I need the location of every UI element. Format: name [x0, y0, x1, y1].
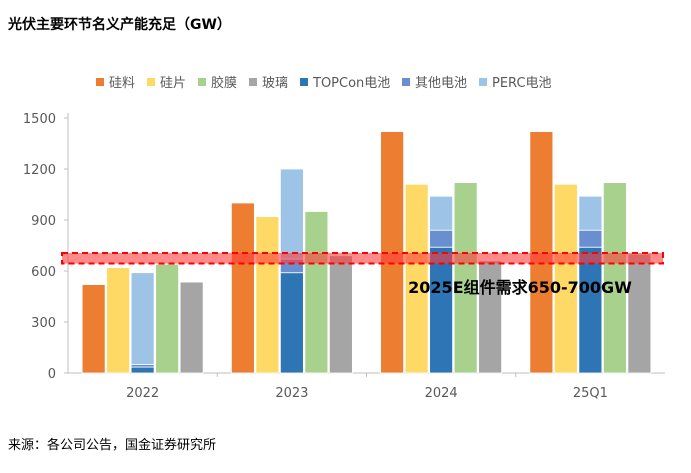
legend-swatch-胶膜: [198, 78, 206, 86]
bar-TOPCon电池-2024: [429, 246, 454, 374]
bar-硅料-2022: [81, 284, 106, 374]
source-note: 来源：各公司公告，国金证券研究所: [8, 438, 217, 453]
bar-TOPCon电池-2022: [130, 366, 155, 374]
y-tick-label: 1200: [23, 163, 56, 178]
legend-label-玻璃: 玻璃: [262, 76, 288, 91]
chart-title: 光伏主要环节名义产能充足（GW）: [8, 17, 231, 33]
y-tick-label: 900: [31, 214, 56, 229]
bar-玻璃-25Q1: [627, 253, 652, 374]
y-tick-label: 1500: [23, 112, 56, 127]
bar-胶膜-2024: [453, 182, 478, 374]
bar-PERC电池-2022: [130, 272, 155, 365]
x-tick-label: 2024: [425, 386, 458, 401]
bar-胶膜-25Q1: [602, 182, 627, 374]
bar-TOPCon电池-25Q1: [578, 246, 603, 374]
y-tick-label: 300: [31, 316, 56, 331]
bar-硅片-2022: [106, 267, 131, 374]
bar-PERC电池-2024: [429, 195, 454, 231]
bar-硅片-2024: [404, 183, 429, 374]
legend-label-硅片: 硅片: [160, 76, 186, 91]
bar-胶膜-2023: [304, 211, 329, 374]
bar-TOPCon电池-2023: [279, 272, 304, 374]
bar-PERC电池-25Q1: [578, 195, 603, 231]
demand-annotation: 2025E组件需求650-700GW: [408, 278, 632, 297]
demand-band: [61, 252, 664, 265]
bar-其他电池-2024: [429, 229, 454, 248]
bar-硅片-2023: [255, 216, 280, 374]
legend-swatch-玻璃: [249, 78, 257, 86]
bar-PERC电池-2023: [279, 168, 304, 260]
bar-其他电池-25Q1: [578, 229, 603, 248]
bar-硅料-2023: [230, 202, 255, 374]
legend-label-硅料: 硅料: [109, 76, 135, 91]
legend-swatch-TOPCon电池: [300, 78, 308, 86]
legend-swatch-硅片: [147, 78, 155, 86]
legend-label-PERC电池: PERC电池: [492, 76, 552, 91]
bar-硅片-25Q1: [553, 183, 578, 374]
legend-label-其他电池: 其他电池: [415, 76, 467, 91]
legend-label-TOPCon电池: TOPCon电池: [312, 76, 390, 91]
bar-玻璃-2022: [179, 281, 204, 374]
legend-swatch-PERC电池: [479, 78, 487, 86]
legend-label-胶膜: 胶膜: [211, 75, 237, 91]
x-tick-label: 2023: [275, 386, 308, 401]
y-tick-label: 600: [31, 265, 56, 280]
legend-swatch-其他电池: [402, 78, 410, 86]
x-tick-label: 25Q1: [573, 386, 608, 401]
bar-胶膜-2022: [155, 263, 180, 374]
y-tick-label: 0: [48, 367, 56, 382]
x-tick-label: 2022: [126, 386, 159, 401]
bar-玻璃-2023: [328, 255, 353, 374]
legend-swatch-硅料: [96, 78, 104, 86]
